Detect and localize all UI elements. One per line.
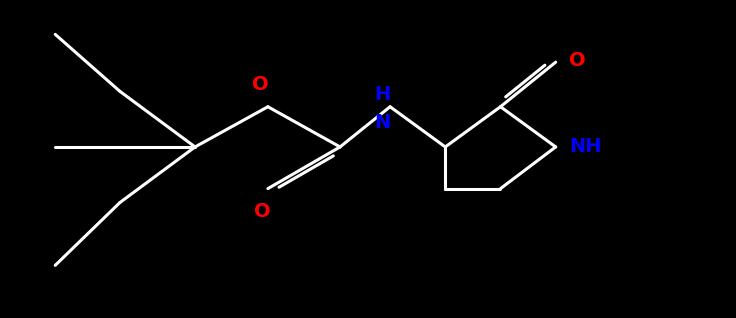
Text: O: O: [569, 51, 586, 70]
Text: O: O: [252, 75, 269, 93]
Text: N: N: [375, 113, 391, 132]
Text: O: O: [254, 202, 270, 221]
Text: NH: NH: [569, 137, 601, 156]
Text: H: H: [375, 85, 391, 104]
